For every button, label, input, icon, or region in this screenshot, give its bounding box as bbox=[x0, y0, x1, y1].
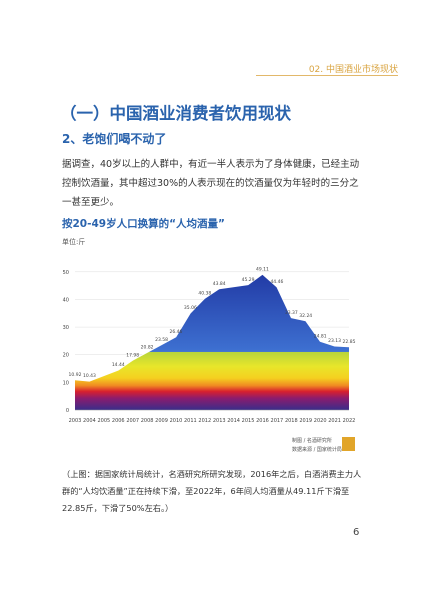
data-label: 23.13 bbox=[328, 338, 341, 344]
data-label: 10.92 bbox=[69, 372, 82, 378]
source: 制图 / 名酒研究所数据来源 / 国家统计局 bbox=[292, 437, 342, 455]
source-line: 制图 / 名酒研究所 bbox=[292, 438, 332, 444]
data-label: 33.37 bbox=[285, 310, 298, 316]
x-tick-label: 2013 bbox=[213, 418, 226, 424]
subtitle: 2、老饱们喝不动了 bbox=[62, 132, 167, 146]
header-rule bbox=[256, 75, 398, 76]
data-label: 10.43 bbox=[83, 373, 96, 379]
section-header: 02. 中国酒业市场现状 bbox=[308, 65, 398, 75]
data-label: 43.84 bbox=[213, 281, 226, 287]
data-label: 40.38 bbox=[198, 290, 211, 296]
data-label: 23.58 bbox=[155, 337, 168, 343]
x-tick-label: 2004 bbox=[83, 418, 96, 424]
x-tick-label: 2003 bbox=[69, 418, 82, 424]
x-tick-label: 2009 bbox=[155, 418, 168, 424]
y-tick-label: 30 bbox=[63, 325, 69, 331]
x-tick-label: 2010 bbox=[170, 418, 183, 424]
y-tick-label: 10 bbox=[63, 380, 69, 386]
x-tick-label: 2016 bbox=[256, 418, 269, 424]
area-line bbox=[74, 273, 350, 382]
y-tick-label: 40 bbox=[63, 297, 69, 303]
data-label: 49.11 bbox=[256, 266, 269, 272]
x-tick-label: 2011 bbox=[184, 418, 197, 424]
area-band bbox=[75, 351, 349, 410]
x-tick-label: 2019 bbox=[299, 418, 312, 424]
page-number: 6 bbox=[353, 527, 360, 538]
x-tick-label: 2007 bbox=[126, 418, 139, 424]
unit-label: 单位:斤 bbox=[62, 238, 86, 246]
data-label: 44.46 bbox=[270, 279, 283, 285]
x-tick-label: 2021 bbox=[328, 418, 341, 424]
x-tick-label: 2005 bbox=[97, 418, 110, 424]
paragraph: 据调查，40岁以上的人群中，有近一半人表示为了身体健康，已经主动控制饮酒量，其中… bbox=[62, 159, 360, 208]
source-line: 数据来源 / 国家统计局 bbox=[292, 447, 342, 453]
data-label: 32.24 bbox=[299, 313, 312, 319]
title: （一）中国酒业消费者饮用现状 bbox=[60, 104, 291, 123]
data-label: 20.82 bbox=[141, 344, 154, 350]
logo bbox=[342, 437, 355, 451]
x-tick-label: 2020 bbox=[314, 418, 327, 424]
data-label: 35.06 bbox=[184, 305, 197, 311]
x-tick-label: 2018 bbox=[285, 418, 298, 424]
x-tick-label: 2015 bbox=[242, 418, 255, 424]
chart-title: 按20-49岁人口换算的“人均酒量” bbox=[62, 218, 225, 230]
data-label: 14.44 bbox=[112, 362, 125, 368]
data-label: 24.81 bbox=[314, 333, 327, 339]
data-label: 45.29 bbox=[242, 277, 255, 283]
data-label: 26.46 bbox=[170, 329, 183, 335]
y-tick-label: 50 bbox=[63, 270, 69, 276]
data-label: 22.85 bbox=[343, 339, 356, 345]
x-tick-label: 2008 bbox=[141, 418, 154, 424]
data-label: 17.98 bbox=[126, 352, 139, 358]
y-tick-label: 20 bbox=[63, 353, 69, 359]
caption: （上图：据国家统计局统计，名酒研究所研究发现，2016年之后，白酒消费主力人群的… bbox=[62, 469, 362, 513]
x-tick-label: 2012 bbox=[198, 418, 211, 424]
x-tick-label: 2006 bbox=[112, 418, 125, 424]
x-tick-label: 2014 bbox=[227, 418, 240, 424]
area-fill bbox=[75, 274, 349, 410]
y-tick-label: 0 bbox=[66, 408, 69, 414]
x-tick-label: 2022 bbox=[343, 418, 356, 424]
x-tick-label: 2017 bbox=[271, 418, 284, 424]
